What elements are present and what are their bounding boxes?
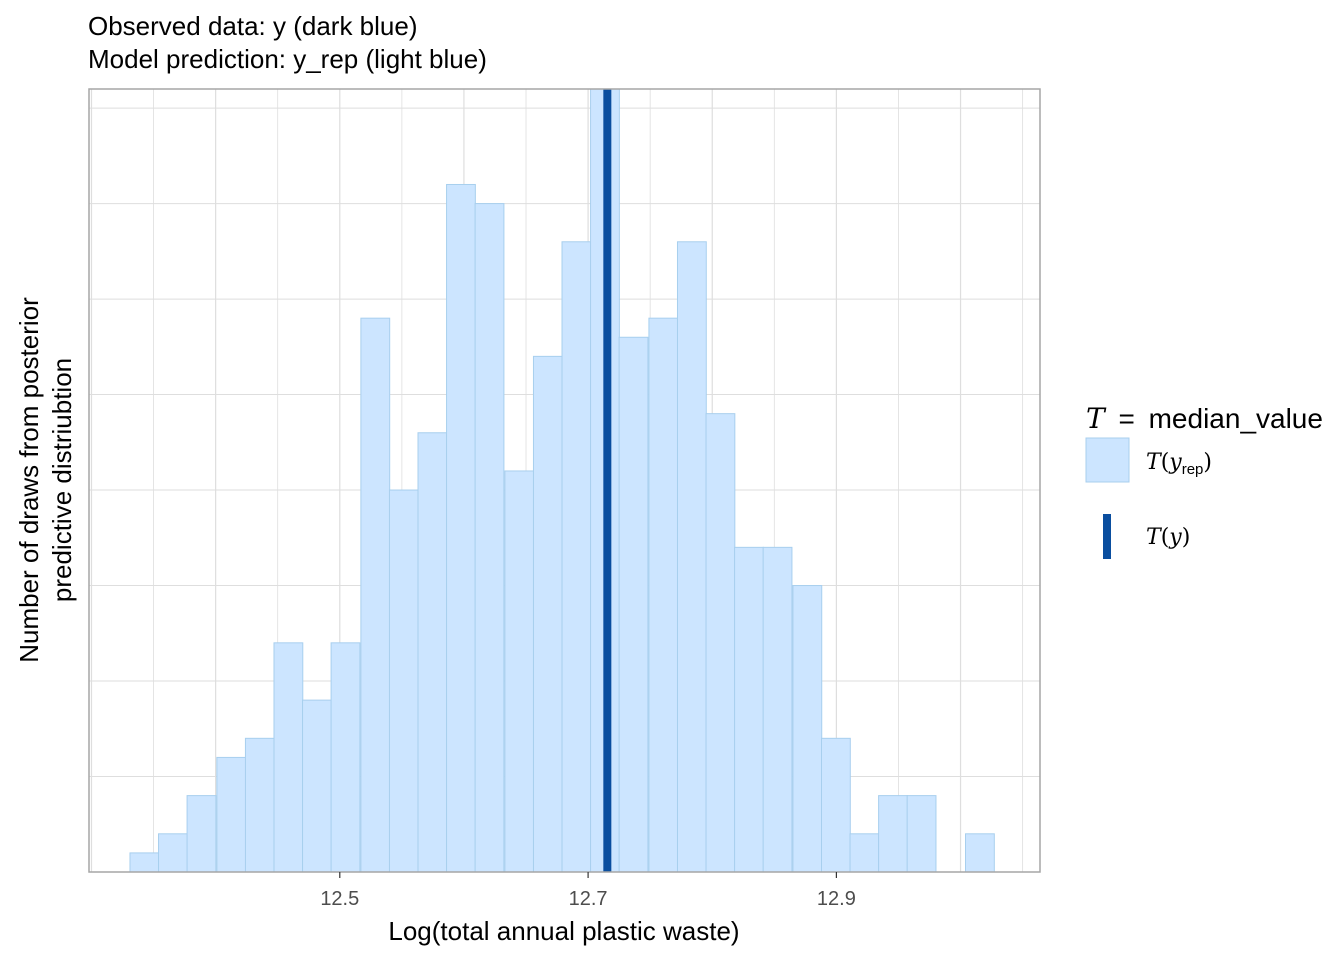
x-tick-label: 12.5	[320, 888, 359, 910]
histogram-bar	[705, 413, 736, 873]
histogram-bar	[474, 203, 505, 873]
legend-rep-fn: T	[1146, 450, 1163, 475]
legend-obs-fn: T	[1146, 525, 1163, 550]
x-tick-label: 12.9	[817, 888, 856, 910]
legend-title-text: median_value	[1149, 403, 1323, 434]
histogram-bar	[446, 183, 476, 873]
legend-rep-label: T(yrep)	[1146, 450, 1212, 478]
histogram-bar	[360, 317, 391, 873]
legend: T = median_value T(yrep) T(y)	[1085, 402, 1323, 559]
x-axis-ticks: 12.5 12.7 12.9	[320, 872, 856, 910]
histogram-bar	[676, 241, 707, 873]
title-line-2: Model prediction: y_rep (light blue)	[88, 44, 487, 74]
y-axis-title: Number of draws from posterior predictiv…	[14, 297, 77, 663]
histogram-bar	[561, 241, 592, 873]
observed-value-line	[603, 89, 612, 872]
title-line-1: Observed data: y (dark blue)	[88, 11, 418, 41]
histogram-bar	[388, 489, 419, 873]
histogram-bar	[792, 585, 823, 873]
legend-rep-open-paren: (	[1161, 450, 1170, 475]
legend-rep-sub: rep	[1182, 461, 1204, 478]
histogram-bar	[330, 642, 361, 873]
histogram-bar	[273, 642, 304, 873]
x-tick-label: 12.7	[569, 888, 608, 910]
histogram-bar	[216, 756, 247, 873]
histogram-bar	[302, 699, 332, 873]
histogram-bar	[906, 795, 937, 873]
x-axis-title: Log(total annual plastic waste)	[388, 916, 739, 946]
histogram-bar	[965, 833, 995, 873]
legend-rep-close-paren: )	[1203, 450, 1212, 475]
legend-obs-key	[1103, 514, 1111, 559]
legend-obs-label: T(y)	[1146, 525, 1190, 550]
y-axis-title-line-1: Number of draws from posterior	[14, 297, 44, 663]
histogram-bar	[532, 355, 563, 873]
histogram-bar	[129, 852, 160, 873]
histogram-bar	[417, 432, 448, 873]
histogram-bar	[849, 833, 880, 873]
legend-title: T = median_value	[1086, 402, 1323, 435]
panel-border	[88, 88, 1041, 873]
legend-rep-key	[1085, 437, 1130, 483]
y-axis-title-line-2: predictive distriubtion	[47, 358, 77, 602]
legend-obs-close-paren: )	[1182, 525, 1191, 550]
plot-panel	[88, 88, 1041, 873]
legend-rep-var: y	[1168, 450, 1182, 475]
histogram-bar	[820, 737, 851, 873]
histogram-bar	[734, 546, 764, 873]
histogram-bars	[129, 88, 995, 873]
chart-title: Observed data: y (dark blue) Model predi…	[88, 11, 487, 74]
histogram-bar	[878, 795, 908, 873]
histogram-bar	[244, 737, 275, 873]
legend-obs-var: y	[1168, 525, 1182, 550]
observed-line-group	[603, 89, 612, 872]
histogram-bar	[762, 546, 793, 873]
histogram-bar	[158, 833, 188, 873]
histogram-bar	[648, 317, 679, 873]
legend-title-eq: =	[1118, 403, 1134, 434]
histogram-bar	[186, 795, 217, 873]
histogram-bar	[504, 470, 535, 873]
legend-obs-open-paren: (	[1161, 525, 1170, 550]
histogram-bar	[618, 336, 649, 873]
legend-title-symbol: T	[1086, 402, 1107, 435]
